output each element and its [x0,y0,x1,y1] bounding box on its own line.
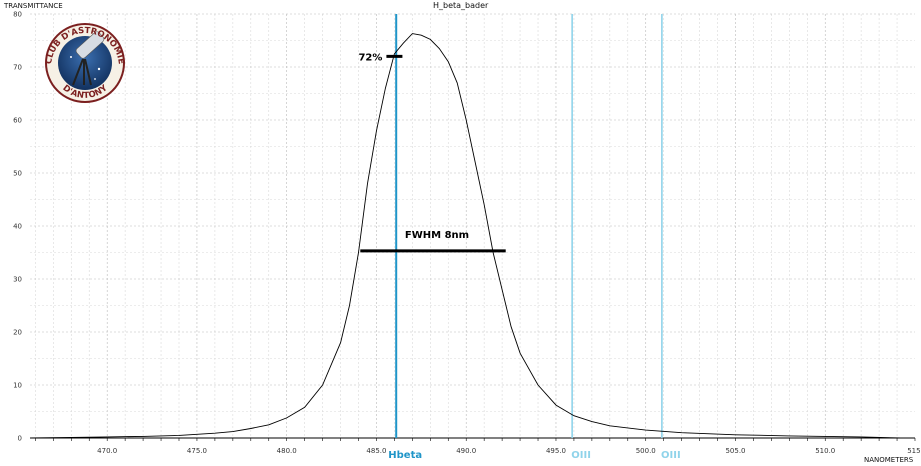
y-tick-label: 10 [13,382,22,390]
marker-label-oiii: OIII [571,450,591,461]
fwhm-label: FWHM 8nm [405,230,469,241]
telescope-icon [70,31,105,86]
y-tick-label: 20 [13,329,22,337]
x-tick-label: 490.0 [456,447,476,455]
peak-label: 72% [358,52,382,63]
x-tick-label: 495.0 [546,447,566,455]
marker-label-oiii: OIII [661,450,681,461]
x-tick-label: 505.0 [725,447,745,455]
marker-label-hbeta: Hbeta [388,450,422,461]
x-tick-label: 475.0 [187,447,207,455]
grid-lines [30,13,915,438]
y-tick-label: 30 [13,276,22,284]
y-axis-ticks: 0 10 20 30 40 50 60 70 80 [13,11,22,443]
emission-line-markers: Hbeta OIII OIII [388,14,681,461]
y-tick-label: 0 [18,435,22,443]
x-tick-label: 510.0 [815,447,835,455]
y-tick-label: 50 [13,170,22,178]
y-tick-label: 70 [13,64,22,72]
x-axis-ticks: 470.0 475.0 480.0 485.0 490.0 495.0 500.0 505.0… [35,438,921,455]
x-tick-label: 515. [907,447,921,455]
x-tick-label: 500.0 [636,447,656,455]
x-axis-label: NANOMETERS [864,456,914,464]
annotations: 72% FWHM 8nm [358,52,506,253]
x-tick-label: 480.0 [277,447,297,455]
transmission-curve [29,33,901,439]
x-tick-label: 485.0 [366,447,386,455]
y-tick-label: 60 [13,117,22,125]
y-tick-label: 40 [13,223,22,231]
x-tick-label: 470.0 [97,447,117,455]
chart-title: H_beta_bader [433,1,489,10]
y-tick-label: 80 [13,11,22,19]
y-axis-label: TRANSMITTANCE [3,2,63,10]
